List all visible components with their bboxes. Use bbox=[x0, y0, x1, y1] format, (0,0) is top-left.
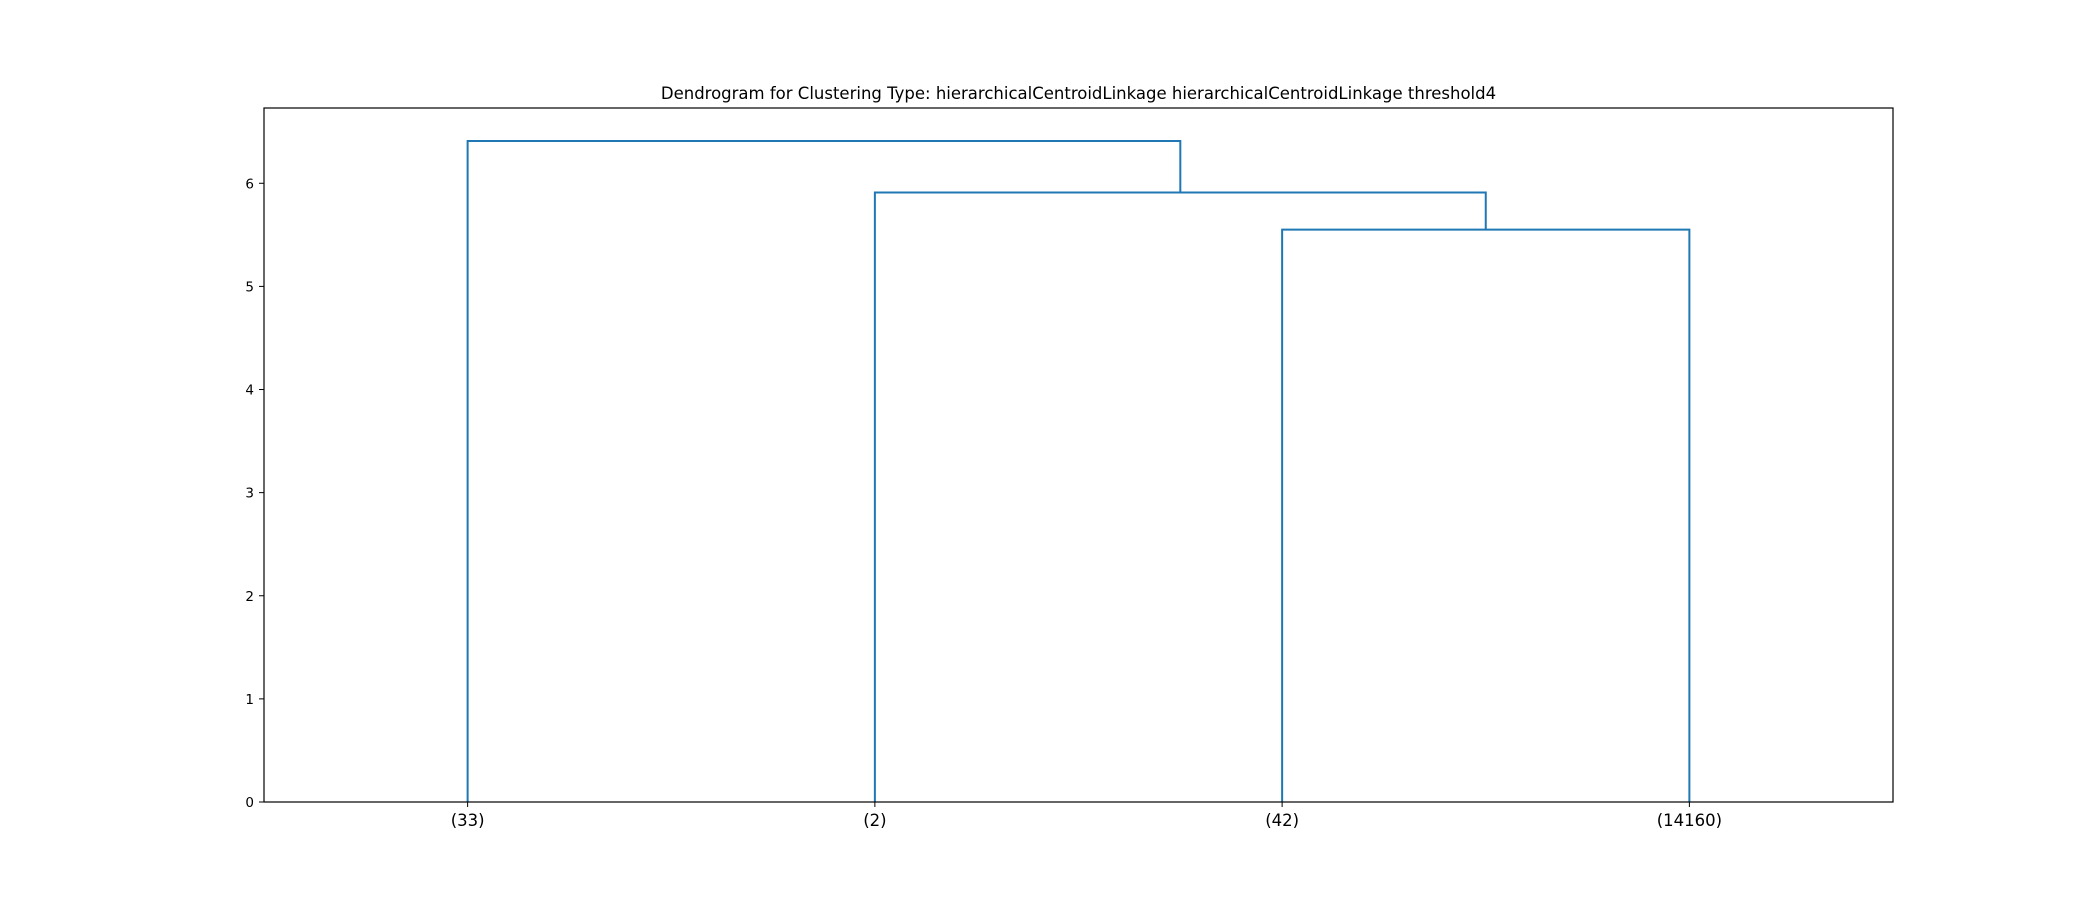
dendrogram-link-3 bbox=[466, 139, 1182, 802]
dendrogram-link-2 bbox=[873, 191, 1487, 802]
leaf-label-1: (2) bbox=[863, 811, 886, 830]
y-tick-label-0: 0 bbox=[245, 795, 254, 811]
y-tick-label-2: 2 bbox=[245, 589, 254, 605]
y-tick-label-4: 4 bbox=[245, 383, 254, 399]
y-tick-label-6: 6 bbox=[245, 176, 254, 192]
leaf-labels: (33) (2) (42) (14160) bbox=[451, 802, 1722, 830]
dendrogram-link-1 bbox=[1281, 228, 1691, 802]
chart-title: Dendrogram for Clustering Type: hierarch… bbox=[661, 84, 1496, 103]
plot-frame bbox=[263, 107, 1894, 803]
leaf-label-2: (42) bbox=[1265, 811, 1299, 830]
leaf-label-3: (14160) bbox=[1657, 811, 1722, 830]
dendrogram-links bbox=[466, 139, 1691, 802]
leaf-label-0: (33) bbox=[451, 811, 485, 830]
y-tick-label-3: 3 bbox=[245, 486, 254, 502]
y-tick-label-1: 1 bbox=[245, 692, 254, 708]
y-tick-label-5: 5 bbox=[245, 279, 254, 295]
y-axis-ticks: 0 1 2 3 4 5 6 bbox=[245, 176, 264, 811]
